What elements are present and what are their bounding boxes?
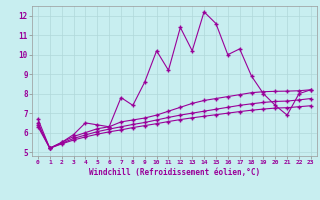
X-axis label: Windchill (Refroidissement éolien,°C): Windchill (Refroidissement éolien,°C) [89, 168, 260, 177]
